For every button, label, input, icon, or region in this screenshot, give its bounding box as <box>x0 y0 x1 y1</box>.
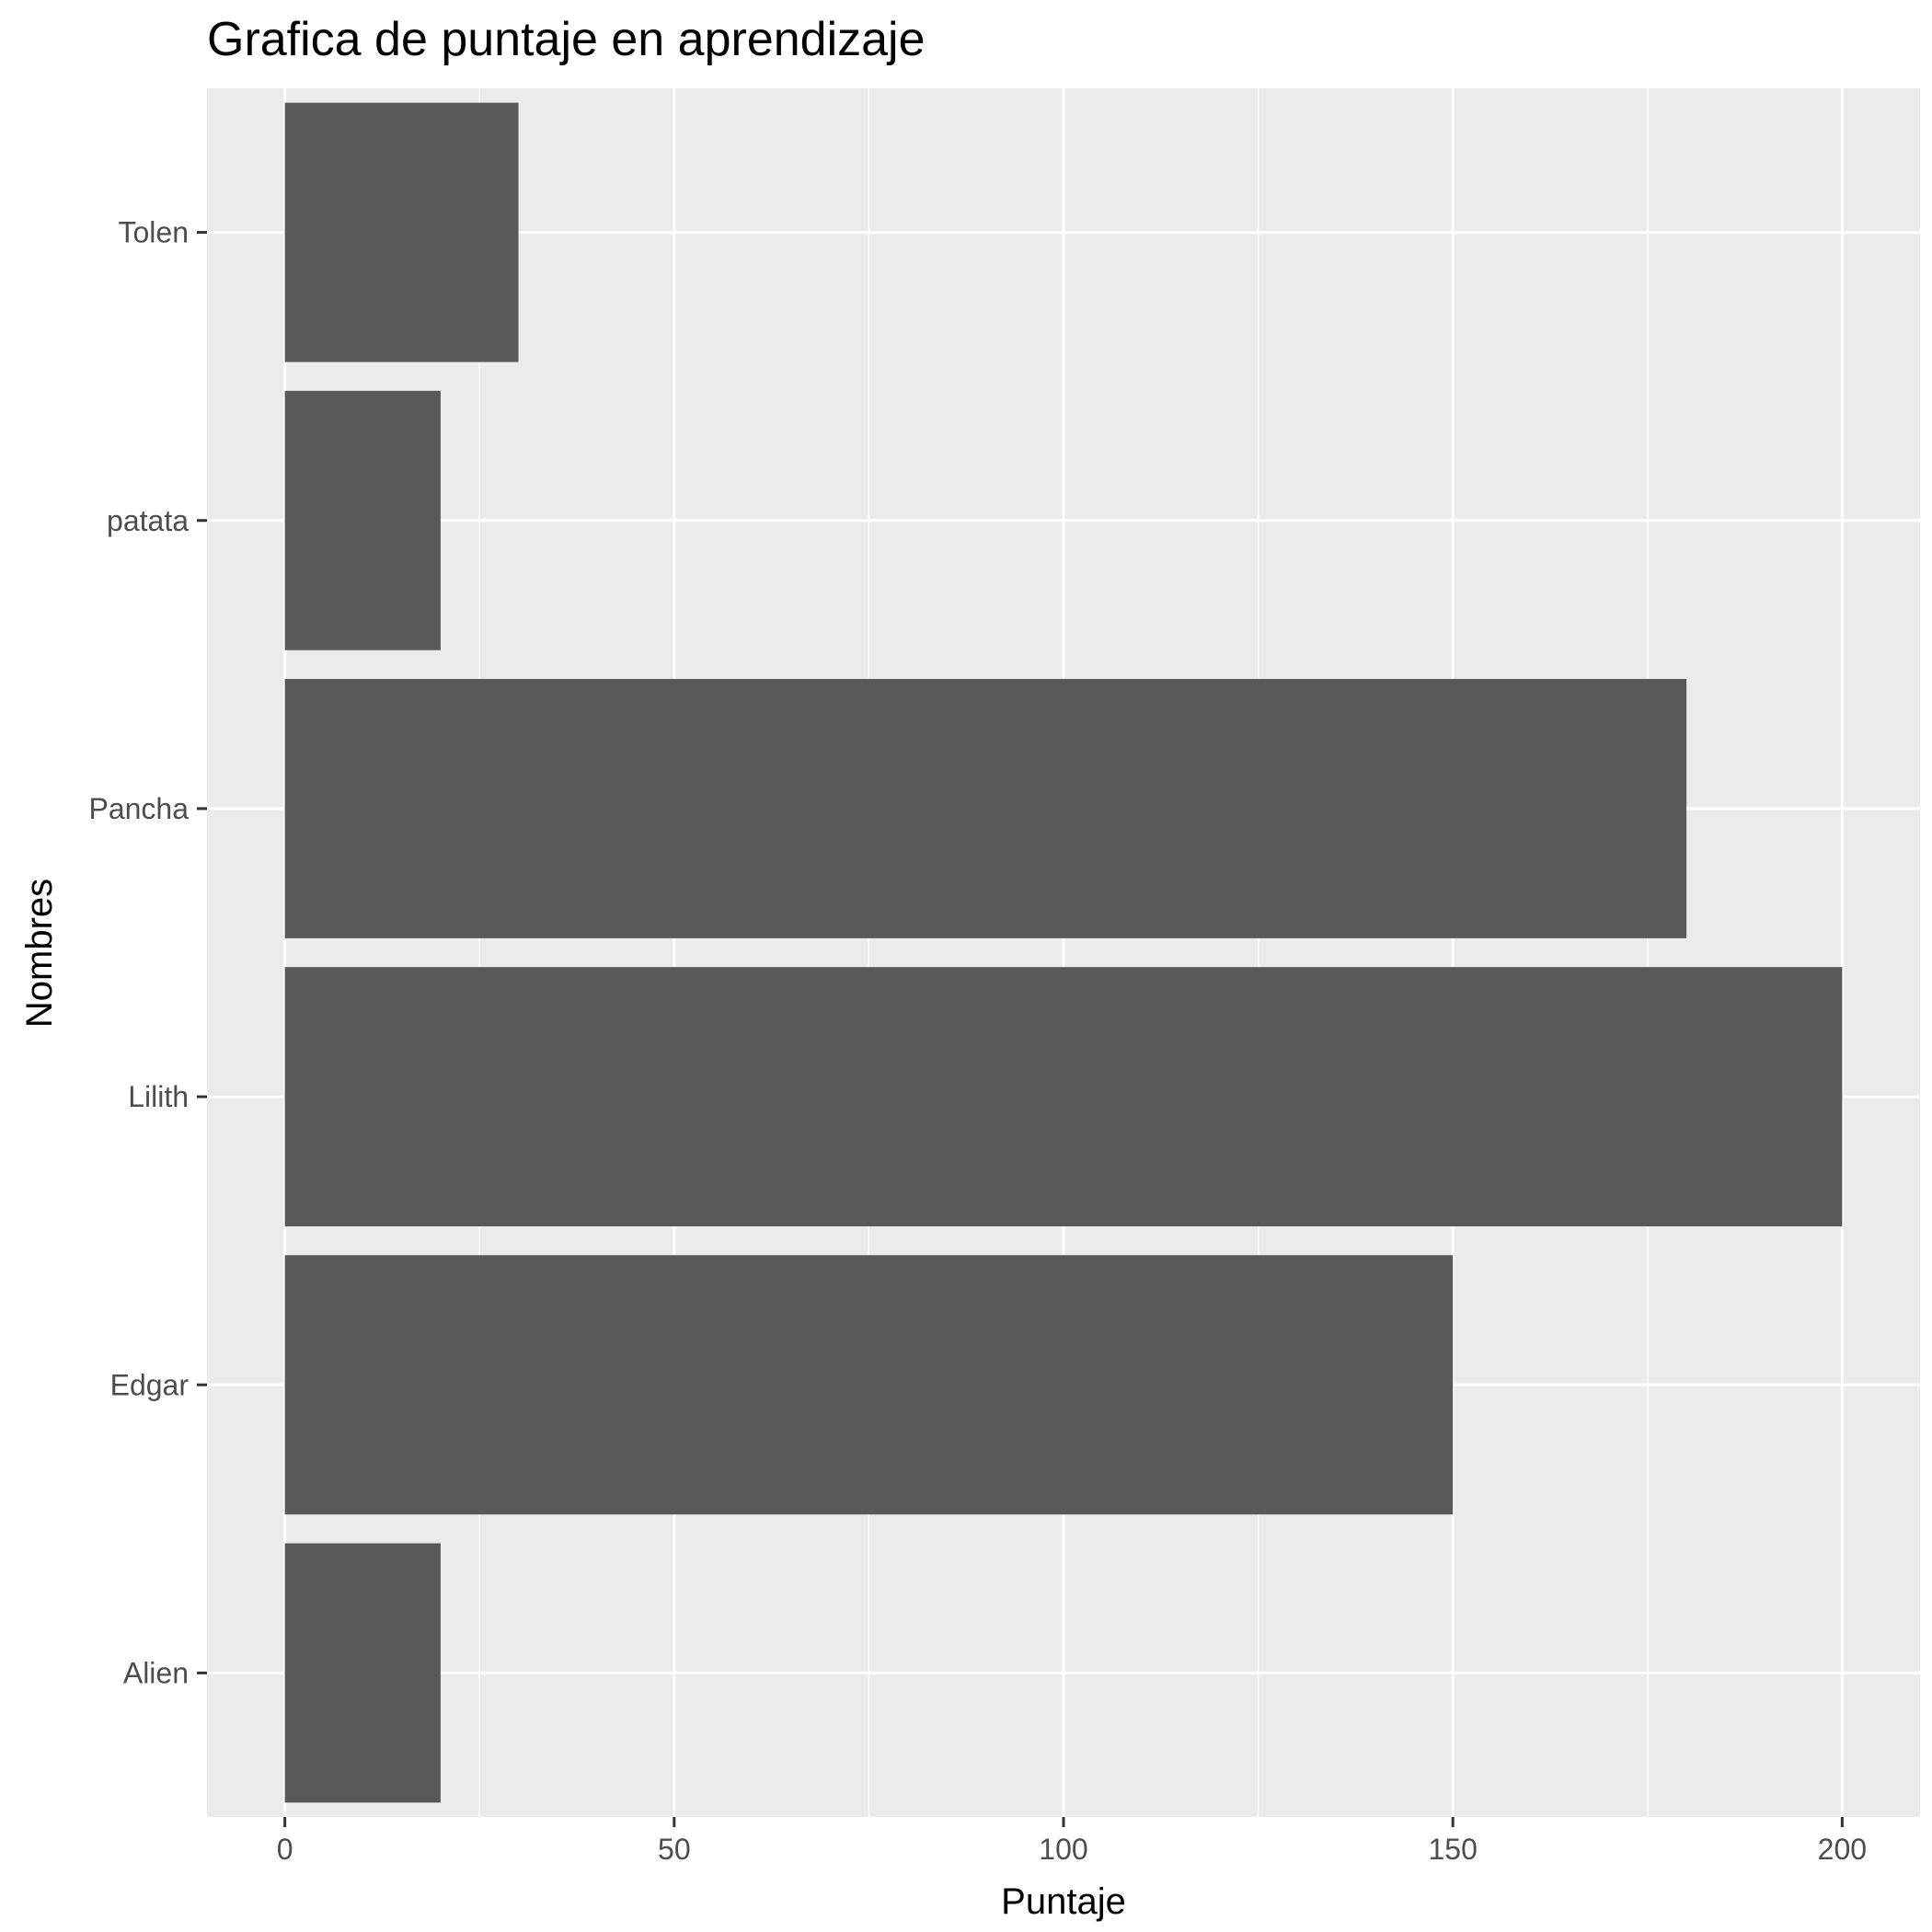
x-tick-label: 50 <box>658 1833 691 1866</box>
minor-gridlines <box>478 88 1649 1817</box>
x-tick-label: 0 <box>277 1833 293 1866</box>
bar-pancha <box>284 678 1687 938</box>
y-tick-label: Pancha <box>88 792 189 825</box>
chart-title: Grafica de puntaje en aprendizaje <box>207 13 926 66</box>
bar-patata <box>284 390 441 650</box>
y-axis: Alien Edgar Lilith Pancha patata Tolen <box>88 216 207 1689</box>
y-tick-label: Edgar <box>110 1368 190 1401</box>
bar-alien <box>284 1543 441 1803</box>
bars <box>284 102 1843 1803</box>
y-tick-label: Lilith <box>128 1080 189 1113</box>
x-tick-label: 150 <box>1428 1833 1477 1866</box>
x-tick-label: 100 <box>1039 1833 1087 1866</box>
y-tick-label: patata <box>107 504 189 537</box>
y-tick-label: Tolen <box>119 216 190 249</box>
bar-tolen <box>284 102 519 362</box>
x-axis-title: Puntaje <box>1001 1881 1126 1922</box>
x-axis: 0 50 100 150 200 <box>277 1817 1867 1866</box>
bar-lilith <box>284 967 1843 1227</box>
y-axis-title: Nombres <box>19 879 60 1028</box>
x-tick-label: 200 <box>1818 1833 1867 1866</box>
y-tick-label: Alien <box>123 1656 189 1689</box>
bar-edgar <box>284 1255 1454 1515</box>
